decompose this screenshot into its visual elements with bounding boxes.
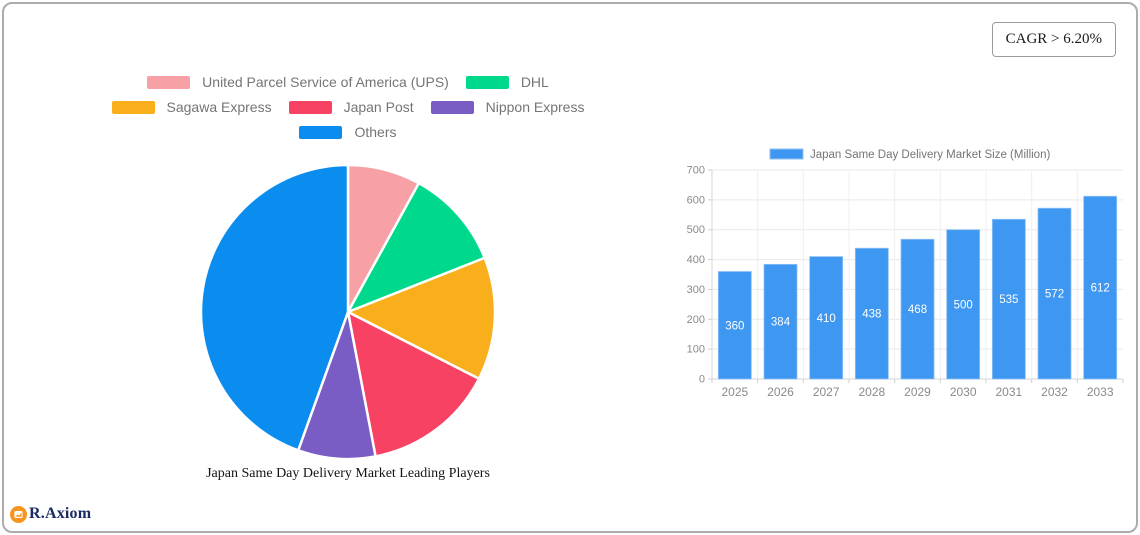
bar-legend-label: Japan Same Day Delivery Market Size (Mil…	[810, 149, 1050, 161]
pie-legend-label: Others	[354, 124, 397, 140]
pie-legend-item: Sagawa Express	[111, 99, 272, 115]
bar-value-label: 384	[771, 317, 791, 329]
y-axis-tick-label: 700	[687, 165, 705, 177]
bar-legend-swatch-icon	[769, 148, 804, 160]
bar-value-label: 438	[862, 309, 881, 321]
bar-2033	[1083, 195, 1118, 380]
legend-swatch-icon	[299, 125, 343, 139]
brand-name: R.Axiom	[29, 505, 92, 522]
x-axis-tick-label: 2030	[950, 385, 977, 399]
y-axis-tick-label: 300	[687, 284, 705, 296]
bar-chart: Japan Same Day Delivery Market Size (Mil…	[687, 148, 1124, 399]
bar-2025	[717, 271, 752, 380]
pie-legend-item: Others	[299, 124, 397, 140]
y-axis-tick-label: 0	[699, 374, 705, 386]
pie-legend-item: DHL	[465, 74, 549, 90]
pie-legend-item: Japan Post	[288, 99, 414, 115]
pie-legend-label: United Parcel Service of America (UPS)	[202, 74, 449, 90]
y-axis-tick-label: 200	[687, 314, 705, 326]
pie-legend-label: DHL	[520, 74, 549, 90]
pie-chart-title: Japan Same Day Delivery Market Leading P…	[206, 466, 490, 481]
pie-legend: United Parcel Service of America (UPS) DH…	[28, 74, 668, 140]
bar-value-label: 612	[1091, 283, 1110, 295]
pie-legend-label: Japan Post	[343, 99, 414, 115]
brand-logo: R.Axiom	[10, 505, 91, 523]
bar-2031	[991, 218, 1026, 380]
bar-2026	[763, 263, 798, 380]
legend-swatch-icon	[111, 100, 155, 114]
pie-legend-label: Nippon Express	[485, 99, 585, 115]
pie-slice	[346, 310, 481, 458]
bar-value-label: 535	[999, 294, 1018, 306]
x-axis-tick-label: 2025	[721, 385, 748, 399]
x-axis-tick-label: 2031	[995, 385, 1022, 399]
x-axis-tick-label: 2026	[767, 385, 794, 399]
y-axis-tick-label: 500	[687, 224, 705, 236]
x-axis-tick-label: 2033	[1087, 385, 1114, 399]
pie-slice	[346, 181, 486, 314]
brand-pie-chart-icon	[10, 505, 27, 523]
pie-chart	[199, 163, 497, 461]
y-axis-tick-label: 400	[687, 254, 705, 266]
bar-2027	[809, 256, 844, 380]
bar-value-label: 572	[1045, 289, 1064, 301]
bar-value-label: 360	[725, 320, 744, 332]
legend-swatch-icon	[147, 75, 191, 89]
pie-slice	[346, 256, 497, 380]
bar-value-label: 500	[954, 299, 973, 311]
bar-2030	[946, 229, 981, 380]
y-axis-tick-label: 600	[687, 194, 705, 206]
x-axis-tick-label: 2029	[904, 385, 931, 399]
pie-legend-item: Nippon Express	[430, 99, 585, 115]
pie-legend-label: Sagawa Express	[166, 99, 272, 115]
bar-2028	[854, 247, 889, 380]
legend-swatch-icon	[465, 75, 509, 89]
x-axis-tick-label: 2032	[1041, 385, 1068, 399]
bar-value-label: 410	[817, 313, 836, 325]
bar-2032	[1037, 207, 1072, 380]
pie-legend-row: Sagawa Express Japan Post Nippon Express	[28, 99, 668, 115]
pie-legend-row: Others	[28, 124, 668, 140]
legend-swatch-icon	[430, 100, 474, 114]
bar-value-label: 468	[908, 304, 927, 316]
cagr-badge: CAGR > 6.20%	[991, 22, 1116, 57]
bar-2029	[900, 238, 935, 380]
cagr-badge-label: CAGR > 6.20%	[1005, 31, 1102, 47]
x-axis-tick-label: 2027	[813, 385, 840, 399]
pie-slice	[199, 163, 350, 452]
pie-legend-item: United Parcel Service of America (UPS)	[147, 74, 449, 90]
x-axis-tick-label: 2028	[858, 385, 885, 399]
pie-legend-row: United Parcel Service of America (UPS) DH…	[28, 74, 668, 90]
legend-swatch-icon	[288, 100, 332, 114]
y-axis-tick-label: 100	[687, 344, 705, 356]
